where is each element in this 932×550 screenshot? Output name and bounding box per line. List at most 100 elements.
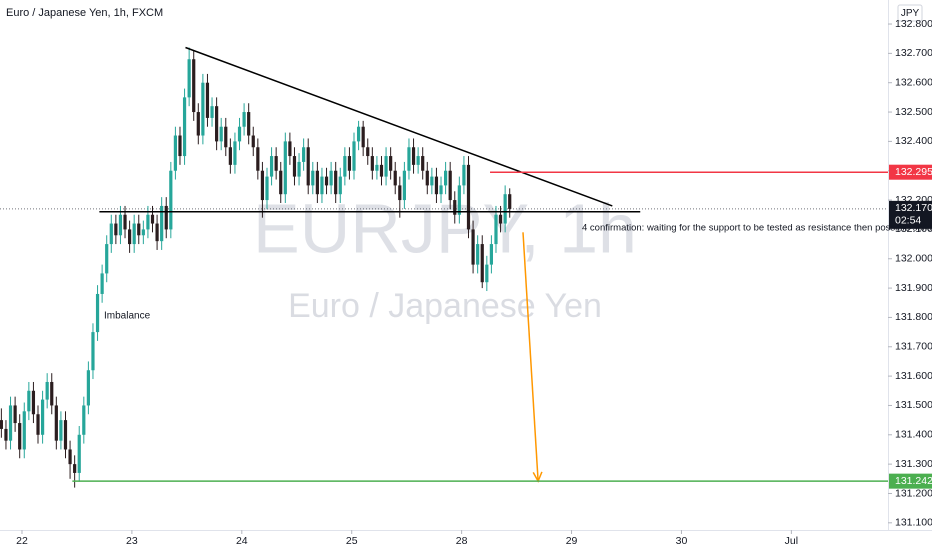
candle-body	[494, 214, 498, 245]
candle-body	[498, 214, 503, 224]
x-tick-label: 22	[16, 535, 28, 547]
x-tick-label: 24	[236, 535, 248, 547]
candle-body	[416, 156, 420, 165]
candle-body	[118, 214, 123, 236]
candle-body	[86, 370, 90, 406]
candle-body	[237, 126, 242, 142]
candle-body	[471, 229, 475, 265]
candle-body	[503, 194, 507, 224]
candle-body	[91, 332, 95, 371]
candle-body	[22, 411, 26, 450]
candle-body	[430, 176, 434, 186]
candle-body	[68, 449, 72, 465]
candle-body	[324, 176, 329, 186]
candle-body	[444, 170, 448, 186]
candle-body	[18, 423, 22, 450]
candle-body	[462, 164, 466, 186]
candle-body	[215, 106, 219, 142]
candle-body	[182, 97, 187, 157]
candle-body	[187, 59, 191, 98]
watermark-description: Euro / Japanese Yen	[288, 287, 602, 325]
level-label-bg	[889, 164, 932, 180]
candle-body	[279, 170, 283, 195]
candle-body	[169, 170, 173, 230]
candle-body	[146, 214, 150, 230]
candle-body	[109, 223, 113, 245]
candle-body	[36, 414, 40, 435]
candle-body	[219, 126, 223, 142]
candle-body	[95, 293, 100, 333]
y-tick-label: 132.000	[895, 253, 932, 265]
candle-body	[434, 176, 439, 195]
candle-body	[100, 273, 104, 294]
candle-body	[196, 112, 200, 136]
y-tick-label: 132.400	[895, 135, 932, 147]
candle-body	[247, 112, 251, 136]
candle-body	[283, 141, 287, 195]
candle-body	[192, 59, 196, 113]
candle-body	[411, 147, 416, 165]
candle-body	[50, 381, 54, 406]
candle-body	[338, 176, 342, 195]
candle-body	[256, 147, 260, 171]
y-tick-label: 131.600	[895, 370, 932, 382]
candle-body	[379, 164, 384, 177]
candle-body	[393, 170, 397, 186]
candle-body	[132, 223, 136, 245]
candle-body	[137, 223, 141, 236]
candle-body	[150, 214, 155, 224]
x-tick-label: 29	[566, 535, 578, 547]
candle-body	[425, 170, 429, 186]
x-tick-label: 30	[676, 535, 688, 547]
candle-body	[82, 405, 86, 435]
annotation: 4 confirmation: waiting for the support …	[582, 223, 932, 234]
candle-body	[128, 229, 132, 245]
candle-body	[288, 141, 292, 157]
candle-body	[476, 244, 480, 265]
y-tick-label: 131.500	[895, 399, 932, 411]
currency-box[interactable]	[897, 4, 923, 22]
candle-body	[361, 126, 365, 148]
candle-body	[242, 112, 246, 127]
current-price-label: 132.170	[895, 202, 932, 214]
candle-body	[31, 390, 36, 415]
candle-body	[4, 428, 8, 441]
candle-body	[123, 214, 127, 230]
candle-body	[251, 135, 255, 148]
candle-body	[375, 164, 379, 171]
chart-title: Euro / Japanese Yen, 1h, FXCM	[6, 7, 163, 19]
candle-body	[457, 185, 461, 215]
candle-body	[407, 147, 411, 171]
y-tick-label: 131.100	[895, 517, 932, 529]
candle-body	[343, 156, 347, 177]
candle-body	[233, 141, 237, 165]
y-tick-label: 132.800	[895, 18, 932, 30]
candle-body	[352, 141, 356, 171]
plot	[0, 46, 888, 488]
candle-body	[302, 147, 306, 162]
candle-body	[27, 390, 31, 412]
candle-body	[389, 156, 393, 171]
watermark-symbol: EURJPY, 1h	[253, 189, 637, 267]
y-tick-label: 131.300	[895, 458, 932, 470]
y-tick-label: 131.400	[895, 429, 932, 441]
candle-body	[205, 82, 210, 118]
candle-body	[402, 170, 406, 201]
y-tick-label: 132.600	[895, 76, 932, 88]
candle-body	[8, 405, 13, 441]
candle-body	[292, 156, 297, 177]
x-tick-label: Jul	[785, 535, 798, 547]
candle-body	[329, 170, 333, 186]
trendline	[185, 46, 613, 207]
watermark: EURJPY, 1h Euro / Japanese Yen	[253, 189, 637, 325]
candle-body	[141, 229, 145, 236]
annotation: Imbalance	[104, 311, 151, 322]
candle-body	[265, 176, 269, 201]
candle-body	[0, 420, 3, 429]
candle-body	[114, 223, 118, 236]
currency-label[interactable]: JPY	[901, 8, 920, 19]
candle-body	[73, 464, 77, 473]
candle-body	[54, 405, 58, 441]
